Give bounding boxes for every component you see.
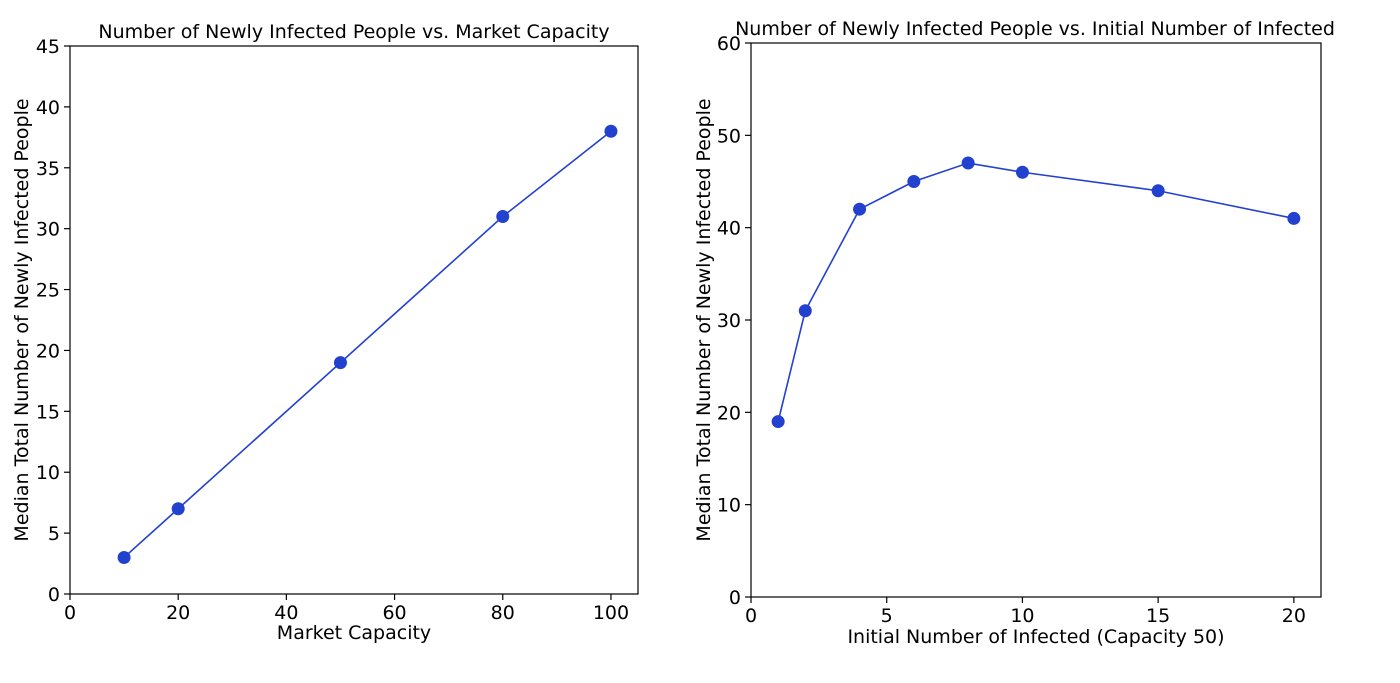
series-line: [123, 130, 612, 559]
y-tick-label: 20: [717, 402, 741, 424]
data-point: [117, 550, 131, 564]
data-point: [333, 356, 347, 370]
data-point: [171, 502, 185, 516]
x-tick-label: 100: [593, 602, 629, 624]
y-tick-label: 15: [36, 401, 60, 423]
y-tick-label: 50: [717, 125, 741, 147]
y-tick-label: 0: [729, 587, 741, 609]
data-point: [604, 124, 618, 138]
x-tick-label: 20: [166, 602, 190, 624]
y-tick-label: 30: [36, 219, 60, 241]
x-axis-label: Market Capacity: [277, 622, 431, 644]
y-tick-label: 20: [36, 340, 60, 362]
y-tick-label: 10: [36, 462, 60, 484]
chart-title: Number of Newly Infected People vs. Init…: [735, 18, 1335, 40]
x-tick-label: 60: [382, 602, 406, 624]
axes-frame: [750, 42, 1322, 598]
data-point: [961, 156, 975, 170]
x-tick-label: 10: [1010, 605, 1034, 627]
y-tick-label: 30: [717, 310, 741, 332]
data-point: [1287, 211, 1301, 225]
x-tick-label: 40: [274, 602, 298, 624]
y-tick-label: 40: [717, 218, 741, 240]
y-axis-label: Median Total Number of Newly Infected Pe…: [693, 98, 715, 541]
y-tick-label: 25: [36, 280, 60, 302]
chart-market-capacity: Number of Newly Infected People vs. Mark…: [11, 21, 639, 644]
x-tick-label: 15: [1146, 605, 1170, 627]
y-tick-label: 60: [717, 33, 741, 55]
x-tick-label: 0: [64, 602, 76, 624]
data-point: [1015, 165, 1029, 179]
y-tick-label: 45: [36, 36, 60, 58]
axes-frame: [69, 45, 639, 595]
data-point: [1151, 184, 1165, 198]
y-tick-label: 5: [48, 523, 60, 545]
x-axis-label: Initial Number of Infected (Capacity 50): [847, 626, 1224, 648]
data-point: [771, 415, 785, 429]
data-point: [853, 202, 867, 216]
data-point: [496, 209, 510, 223]
chart-initial-infected: Number of Newly Infected People vs. Init…: [693, 18, 1335, 648]
x-tick-label: 5: [881, 605, 893, 627]
y-tick-label: 35: [36, 158, 60, 180]
x-tick-label: 20: [1282, 605, 1306, 627]
chart-title: Number of Newly Infected People vs. Mark…: [98, 21, 609, 43]
y-axis-label: Median Total Number of Newly Infected Pe…: [11, 98, 33, 541]
y-tick-label: 40: [36, 97, 60, 119]
y-tick-label: 0: [48, 584, 60, 606]
y-tick-label: 10: [717, 495, 741, 517]
x-tick-label: 0: [745, 605, 757, 627]
data-point: [907, 175, 921, 188]
series-line: [777, 162, 1295, 422]
x-tick-label: 80: [491, 602, 515, 624]
data-point: [798, 304, 812, 318]
